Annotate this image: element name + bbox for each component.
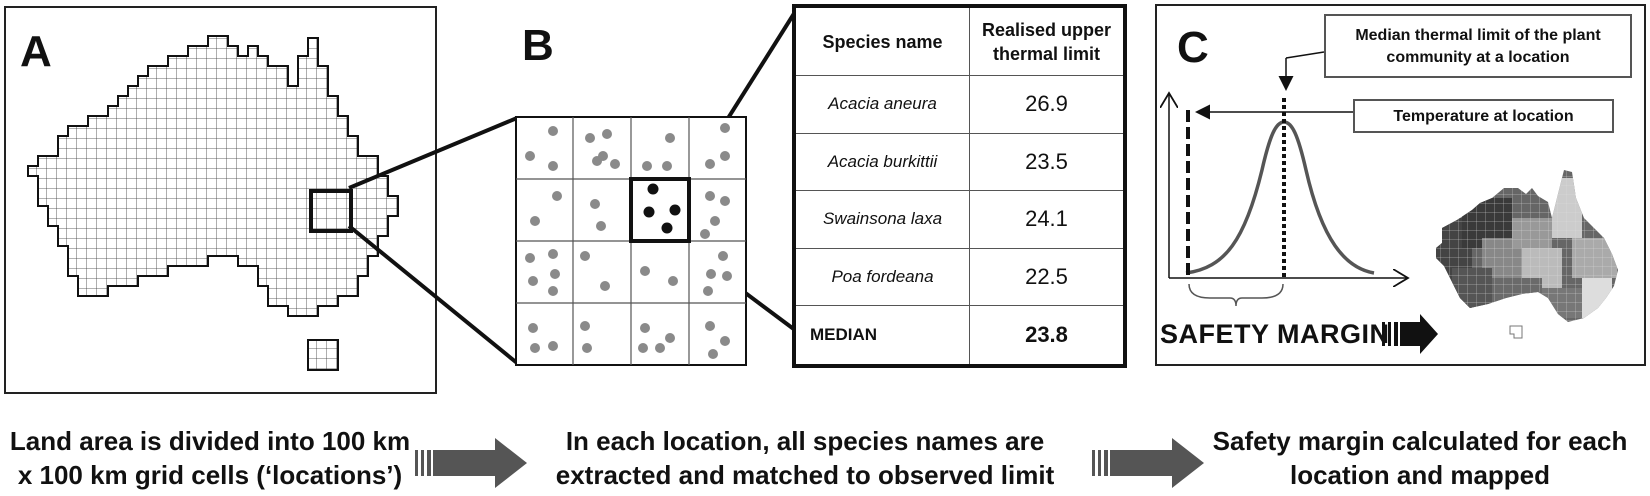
selected-region-box: [309, 189, 353, 233]
table-row: Acacia aneura 26.9: [793, 75, 1126, 134]
table-row: Poa fordeana 22.5: [793, 247, 1126, 306]
location-grid: [515, 116, 747, 366]
thermal-limit-cell: 23.5: [969, 132, 1126, 191]
selected-location-cell: [629, 177, 691, 243]
tasmania-heatmap: [1509, 325, 1523, 339]
species-name-cell: Poa fordeana: [793, 247, 970, 306]
median-row: MEDIAN 23.8: [793, 305, 1126, 367]
caption-step-3: Safety margin calculated for each locati…: [1212, 426, 1628, 490]
species-occurrence-dots: [525, 123, 732, 359]
species-name-cell: Acacia burkittii: [793, 132, 970, 191]
median-thermal-limit-callout: Median thermal limit of the plant commun…: [1324, 14, 1632, 78]
temperature-callout: Temperature at location: [1353, 99, 1614, 133]
australia-grid-map: [27, 35, 399, 371]
safety-margin-heatmap: [1436, 170, 1618, 339]
tasmania: [307, 339, 339, 371]
table-row: Acacia burkittii 23.5: [793, 132, 1126, 191]
flow-arrow-1: [415, 438, 527, 488]
panel-b-label: B: [522, 21, 554, 70]
species-limit-table: Species name Realised upper thermal limi…: [792, 4, 1127, 368]
panel-a: A: [4, 6, 437, 394]
median-value: 23.8: [969, 305, 1126, 367]
table-header-row: Species name Realised upper thermal limi…: [793, 5, 1126, 76]
safety-margin-label: SAFETY MARGIN: [1160, 319, 1390, 349]
selected-location-species: [643, 183, 681, 234]
species-name-header: Species name: [793, 5, 970, 76]
species-name-cell: Acacia aneura: [793, 75, 970, 134]
panel-a-label: A: [20, 27, 52, 76]
thermal-limit-cell: 24.1: [969, 190, 1126, 249]
thermal-limit-header: Realised upper thermal limit: [969, 5, 1126, 76]
australia-outline: [27, 35, 399, 317]
thermal-limit-cell: 26.9: [969, 75, 1126, 134]
caption-step-2: In each location, all species names are …: [555, 426, 1055, 490]
table-row: Swainsona laxa 24.1: [793, 190, 1126, 249]
panel-c-label: C: [1177, 23, 1209, 72]
thermal-limit-cell: 22.5: [969, 247, 1126, 306]
flow-arrow-2: [1092, 438, 1204, 488]
species-name-cell: Swainsona laxa: [793, 190, 970, 249]
caption-step-1: Land area is divided into 100 km x 100 k…: [9, 426, 411, 490]
median-label: MEDIAN: [793, 305, 970, 367]
